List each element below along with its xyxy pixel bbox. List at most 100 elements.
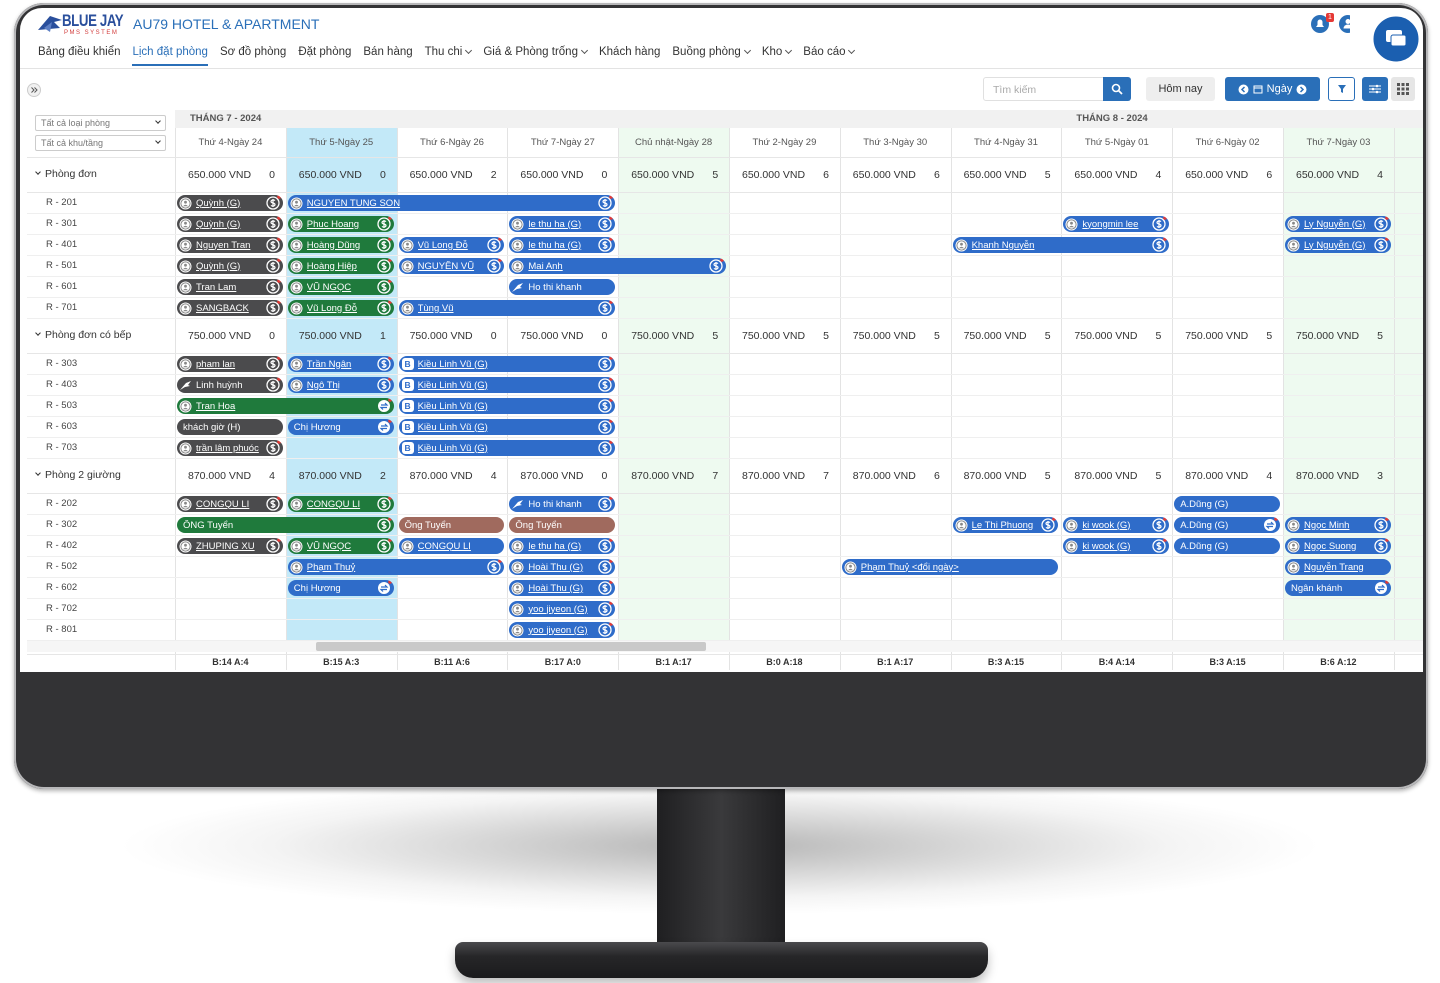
row-line bbox=[27, 353, 1423, 354]
booking[interactable]: Ngọc Suong bbox=[1285, 538, 1391, 554]
booking[interactable]: Ho thi khanh bbox=[509, 496, 616, 512]
booking[interactable]: Ho thi khanh bbox=[509, 279, 616, 295]
booking[interactable]: Ngân khánh bbox=[1285, 580, 1391, 596]
booking[interactable]: B Kiều Linh Vũ (G) bbox=[398, 377, 616, 393]
booking[interactable]: Ông Tuyển bbox=[509, 517, 616, 533]
booking[interactable]: pham lan bbox=[177, 356, 283, 372]
booking[interactable]: le thu ha (G) bbox=[509, 237, 616, 253]
booking[interactable]: Chị Hương bbox=[287, 580, 394, 596]
nav-item[interactable]: Buồng phòng bbox=[672, 46, 749, 66]
booking[interactable]: Linh huỳnh bbox=[177, 377, 283, 393]
icon bbox=[376, 258, 392, 273]
expand-button[interactable] bbox=[27, 83, 41, 97]
booking[interactable]: Tran Hoa bbox=[177, 398, 394, 414]
booking[interactable]: ZHUPING XU bbox=[177, 538, 283, 554]
booking[interactable]: Quỳnh (G) bbox=[177, 195, 283, 211]
booking[interactable]: le thu ha (G) bbox=[509, 216, 616, 232]
booking[interactable]: yoo jiyeon (G) bbox=[509, 601, 616, 617]
icon bbox=[376, 356, 392, 371]
booking[interactable]: Vũ Long Đỗ bbox=[287, 300, 394, 316]
booking[interactable]: Khanh Nguyễn bbox=[952, 237, 1170, 253]
booking[interactable]: khách giờ (H) bbox=[177, 419, 283, 435]
booking[interactable]: Hoài Thu (G) bbox=[509, 580, 616, 596]
booking[interactable]: kyongmin lee bbox=[1063, 216, 1170, 232]
available-count: 0 bbox=[490, 330, 497, 342]
nav-item[interactable]: Đặt phòng bbox=[298, 46, 351, 66]
guest-name: Ngọc Suong bbox=[1304, 540, 1357, 552]
booking[interactable]: A.Dũng (G) bbox=[1174, 517, 1280, 533]
booking[interactable]: VŨ NGỌC bbox=[287, 279, 394, 295]
booking[interactable]: CONGQU LI bbox=[398, 538, 505, 554]
booking[interactable]: Mai Anh bbox=[509, 258, 726, 274]
grid-button[interactable] bbox=[1391, 77, 1415, 101]
badge: B bbox=[401, 358, 414, 370]
booking[interactable]: CONGQU LI bbox=[287, 496, 394, 512]
booking[interactable]: Ngô Thị bbox=[287, 377, 394, 393]
booking[interactable]: ki wook (G) bbox=[1063, 517, 1170, 533]
bell-button[interactable] bbox=[1310, 14, 1350, 34]
scrollbar-thumb[interactable] bbox=[315, 642, 706, 651]
today-label: Hôm nay bbox=[1158, 83, 1203, 95]
booking[interactable]: Quỳnh (G) bbox=[177, 258, 283, 274]
filter-button[interactable] bbox=[1328, 77, 1355, 101]
booking[interactable]: le thu ha (G) bbox=[509, 538, 616, 554]
footer-stat: B:11 A:6 bbox=[434, 657, 470, 667]
nav-item[interactable]: Thu chi bbox=[425, 46, 472, 66]
booking[interactable]: A.Dũng (G) bbox=[1174, 496, 1280, 512]
nav-item[interactable]: Sơ đồ phòng bbox=[220, 46, 286, 66]
booking[interactable]: Trần Ngân bbox=[287, 356, 394, 372]
booking[interactable]: NGUYEN TUNG SON bbox=[287, 195, 616, 211]
nav-item[interactable]: Lịch đặt phòng bbox=[132, 46, 209, 66]
booking[interactable]: Hoài Thu (G) bbox=[509, 559, 616, 575]
nav-item[interactable]: Bán hàng bbox=[363, 46, 412, 66]
payment-icon bbox=[598, 377, 613, 392]
booking[interactable]: Tùng Vũ bbox=[398, 300, 616, 316]
booking[interactable]: Ông Tuyển bbox=[398, 517, 505, 533]
booking[interactable]: B Kiều Linh Vũ (G) bbox=[398, 419, 616, 435]
nav-label: Giá & Phòng trống bbox=[483, 46, 578, 58]
booking[interactable]: CONGQU LI bbox=[177, 496, 283, 512]
settings-button[interactable] bbox=[1362, 77, 1388, 101]
booking[interactable]: trần lâm phuóc bbox=[177, 440, 283, 456]
booking[interactable]: Ly Nguyễn (G) bbox=[1285, 237, 1391, 253]
logo-bird bbox=[38, 16, 62, 32]
booking[interactable]: SANGBACK bbox=[177, 300, 283, 316]
filter-select[interactable]: Tất cả loại phòng bbox=[35, 115, 166, 131]
chat-button[interactable] bbox=[1372, 15, 1420, 63]
search-button[interactable] bbox=[1103, 77, 1131, 101]
booking[interactable]: Vũ Long Đỗ bbox=[398, 237, 505, 253]
booking[interactable]: B Kiều Linh Vũ (G) bbox=[398, 398, 616, 414]
booking[interactable]: Ly Nguyễn (G) bbox=[1285, 216, 1391, 232]
today-button[interactable]: Hôm nay bbox=[1146, 77, 1215, 101]
booking[interactable]: ÔNG Tuyển bbox=[177, 517, 394, 533]
filter-select[interactable]: Tất cả khu/tầng bbox=[35, 135, 166, 151]
booking[interactable]: Phuc Hoang bbox=[287, 216, 394, 232]
icon bbox=[1287, 239, 1300, 251]
booking[interactable]: yoo jiyeon (G) bbox=[509, 622, 616, 638]
booking[interactable]: Tran Lam bbox=[177, 279, 283, 295]
booking[interactable]: A.Dũng (G) bbox=[1174, 538, 1280, 554]
booking[interactable]: Nguyen Tran bbox=[177, 237, 283, 253]
nav-item[interactable]: Giá & Phòng trống bbox=[483, 46, 587, 66]
booking[interactable]: ki wook (G) bbox=[1063, 538, 1170, 554]
nav-item[interactable]: Báo cáo bbox=[803, 46, 854, 66]
booking[interactable]: VŨ NGỌC bbox=[287, 538, 394, 554]
booking[interactable]: Chị Hương bbox=[287, 419, 394, 435]
booking[interactable]: Phạm Thuỷ <đổi ngày> bbox=[841, 559, 1059, 575]
booking[interactable]: B Kiều Linh Vũ (G) bbox=[398, 356, 616, 372]
nav-item[interactable]: Bảng điều khiển bbox=[38, 46, 120, 66]
nav-item[interactable]: Kho bbox=[762, 46, 791, 66]
search-input[interactable]: Tìm kiếm bbox=[983, 77, 1104, 101]
view-button[interactable]: Ngày bbox=[1225, 77, 1320, 101]
booking[interactable]: Nguyễn Trang bbox=[1285, 559, 1391, 575]
booking[interactable]: Phạm Thuỷ bbox=[287, 559, 505, 575]
booking[interactable]: Quỳnh (G) bbox=[177, 216, 283, 232]
booking[interactable]: Ngọc Minh bbox=[1285, 517, 1391, 533]
booking[interactable]: NGUYÊN VŨ bbox=[398, 258, 505, 274]
booking[interactable]: B Kiều Linh Vũ (G) bbox=[398, 440, 616, 456]
booking[interactable]: Le Thi Phuong bbox=[952, 517, 1059, 533]
nav-item[interactable]: Khách hàng bbox=[599, 46, 660, 66]
booking[interactable]: Hoàng Dũng bbox=[287, 237, 394, 253]
booking[interactable]: Hoàng Hiệp bbox=[287, 258, 394, 274]
guest-name: Mai Anh bbox=[528, 260, 563, 272]
